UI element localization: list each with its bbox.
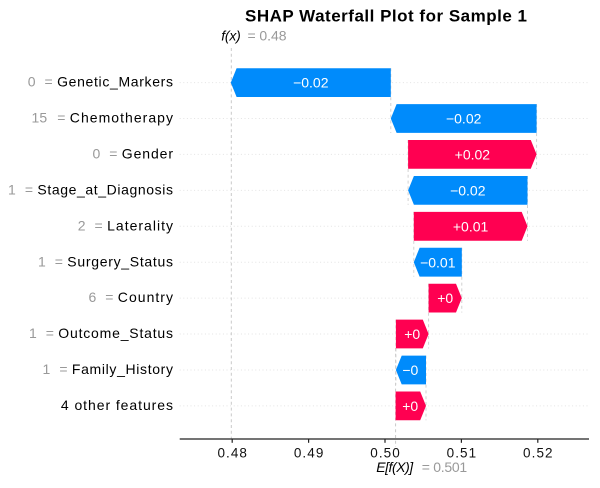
svg-text:0.50: 0.50 bbox=[370, 445, 400, 460]
svg-text:1 =: 1 = bbox=[38, 253, 63, 269]
svg-text:15 =: 15 = bbox=[32, 110, 66, 126]
svg-text:Laterality: Laterality bbox=[107, 217, 173, 233]
svg-text:+0: +0 bbox=[437, 290, 453, 306]
svg-text:+0.01: +0.01 bbox=[453, 218, 489, 234]
svg-text:4 other features: 4 other features bbox=[61, 397, 173, 413]
svg-text:= 0.501: = 0.501 bbox=[422, 459, 468, 475]
svg-text:0.51: 0.51 bbox=[447, 445, 477, 460]
svg-text:Genetic_Markers: Genetic_Markers bbox=[57, 74, 173, 90]
svg-text:Chemotherapy: Chemotherapy bbox=[70, 110, 173, 126]
svg-text:0.49: 0.49 bbox=[294, 445, 324, 460]
svg-text:1 =: 1 = bbox=[8, 182, 33, 198]
svg-text:6 =: 6 = bbox=[88, 289, 113, 305]
svg-text:Gender: Gender bbox=[122, 146, 174, 162]
svg-text:1 =: 1 = bbox=[43, 361, 68, 377]
svg-text:Family_History: Family_History bbox=[72, 361, 173, 377]
svg-text:0.52: 0.52 bbox=[523, 445, 553, 460]
svg-text:2 =: 2 = bbox=[78, 217, 103, 233]
svg-text:Country: Country bbox=[118, 289, 173, 305]
svg-text:+0.02: +0.02 bbox=[455, 147, 491, 163]
svg-text:+0: +0 bbox=[402, 398, 418, 414]
svg-text:1 =: 1 = bbox=[29, 325, 54, 341]
svg-text:SHAP Waterfall Plot for Sample: SHAP Waterfall Plot for Sample 1 bbox=[245, 7, 527, 26]
svg-text:0.48: 0.48 bbox=[217, 445, 247, 460]
svg-text:−0.02: −0.02 bbox=[293, 75, 329, 91]
svg-text:−0: −0 bbox=[402, 362, 418, 378]
svg-text:f(x): f(x) bbox=[221, 28, 241, 44]
svg-text:E[f(X)]: E[f(X)] bbox=[376, 459, 414, 475]
svg-text:−0.02: −0.02 bbox=[450, 183, 486, 199]
svg-text:−0.01: −0.01 bbox=[420, 254, 456, 270]
svg-text:= 0.48: = 0.48 bbox=[248, 28, 287, 44]
svg-text:+0: +0 bbox=[404, 326, 420, 342]
svg-text:0 =: 0 = bbox=[92, 146, 117, 162]
svg-text:−0.02: −0.02 bbox=[446, 111, 482, 127]
svg-text:0 =: 0 = bbox=[28, 74, 53, 90]
svg-text:Stage_at_Diagnosis: Stage_at_Diagnosis bbox=[37, 182, 173, 198]
svg-text:Outcome_Status: Outcome_Status bbox=[58, 325, 173, 341]
svg-text:Surgery_Status: Surgery_Status bbox=[67, 253, 173, 269]
